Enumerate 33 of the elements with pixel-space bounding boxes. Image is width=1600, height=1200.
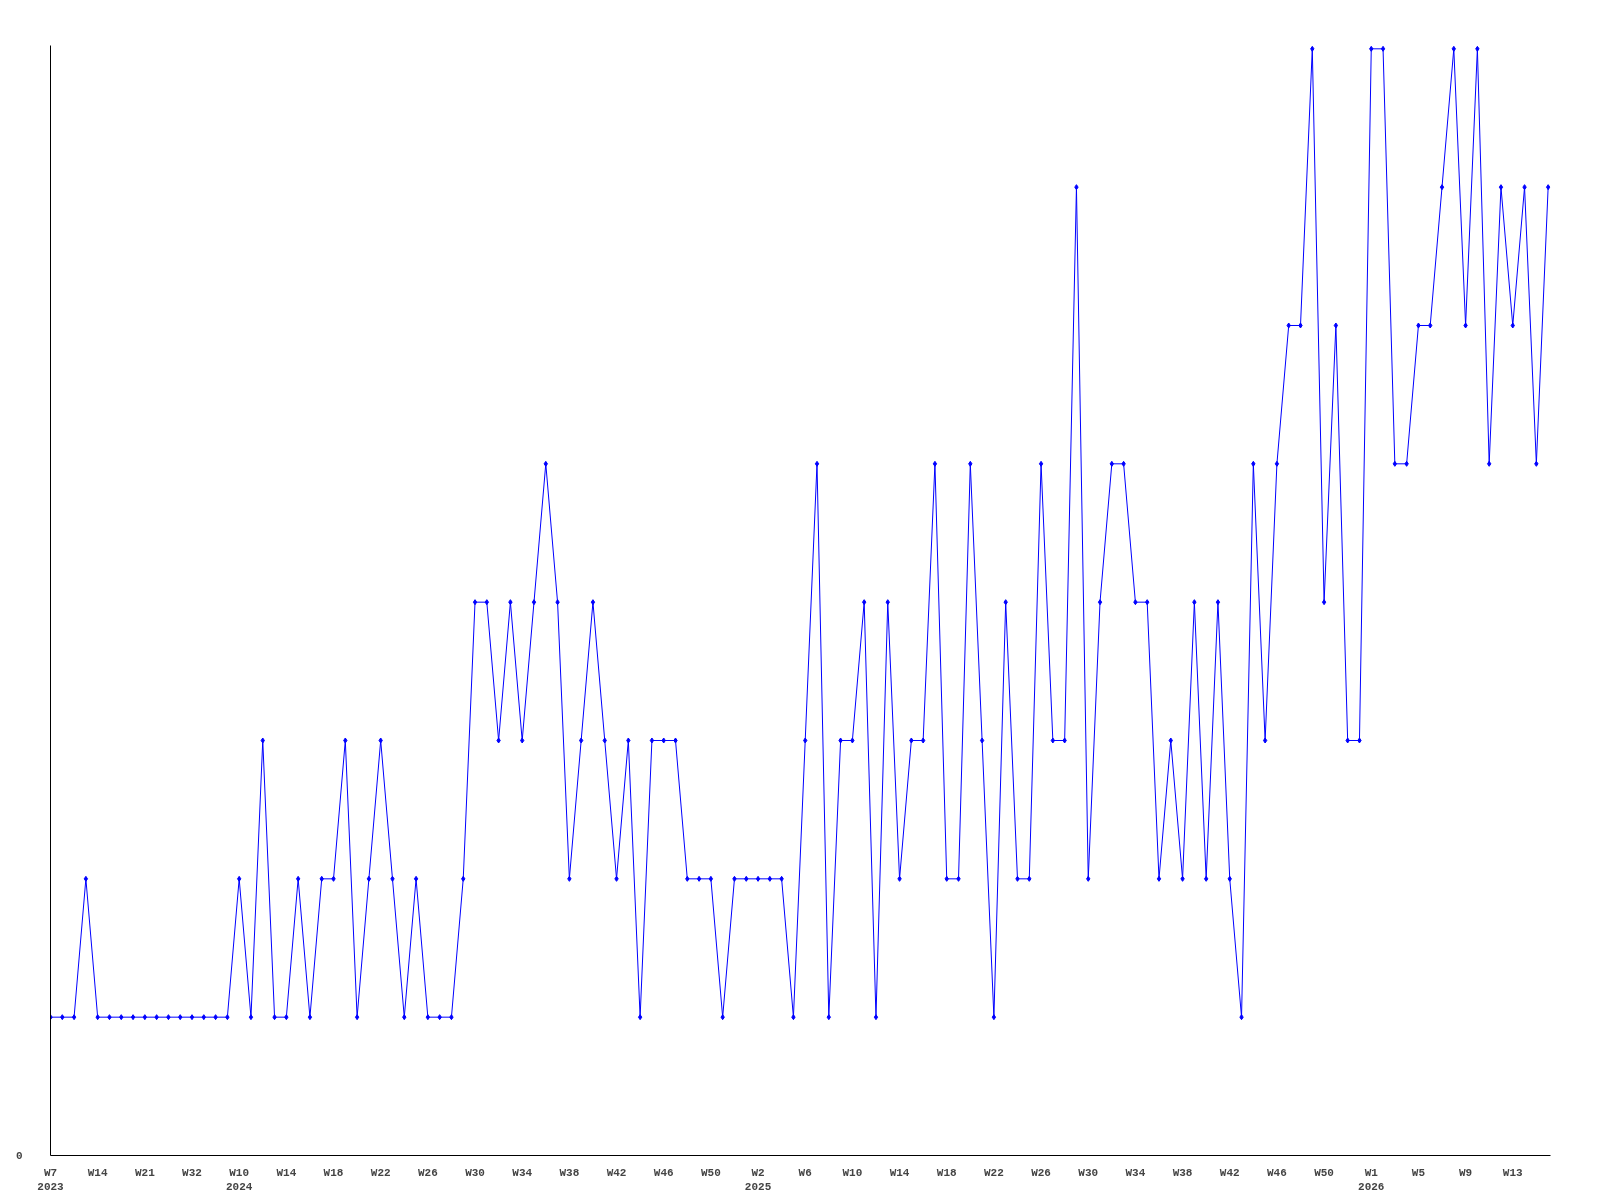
- x-tick-label: W2 2025: [744, 1166, 772, 1193]
- x-tick-label: W14: [276, 1166, 297, 1179]
- x-tick-label: W14: [87, 1166, 108, 1179]
- text: 0: [15, 1150, 23, 1162]
- x-tick-label: W13: [1502, 1166, 1524, 1179]
- x-tick-label: W46: [653, 1166, 674, 1179]
- x-tick-label: W9: [1458, 1166, 1473, 1179]
- x-tick-label: W5: [1411, 1166, 1426, 1179]
- x-tick-label: W18: [323, 1166, 344, 1179]
- x-tick-label: W18: [936, 1166, 958, 1179]
- x-tick-label: W34: [1125, 1166, 1146, 1179]
- x-tick-label: W38: [559, 1166, 580, 1179]
- x-tick-label: W42: [1219, 1166, 1240, 1179]
- x-tick-label: W26: [1031, 1166, 1051, 1179]
- x-tick-label: W22: [983, 1166, 1004, 1179]
- x-tick-label: W10: [842, 1166, 863, 1179]
- x-tick-label: W50: [700, 1166, 721, 1179]
- x-tick-label: W10 2024: [225, 1166, 253, 1193]
- x-tick-label: W1 2026: [1358, 1166, 1385, 1193]
- x-tick-label: W50: [1314, 1166, 1334, 1179]
- x-tick-label: W38: [1172, 1166, 1193, 1179]
- x-tick-label: W42: [606, 1166, 627, 1179]
- x-tick-label: W32: [182, 1166, 202, 1179]
- x-tick-label: W22: [370, 1166, 391, 1179]
- x-tick-label: W6: [798, 1166, 812, 1179]
- x-tick-label: W7 2023: [37, 1166, 65, 1193]
- x-tick-label: W21: [134, 1166, 156, 1179]
- x-tick-label: W30: [1078, 1166, 1099, 1179]
- x-tick-label: W30: [465, 1166, 485, 1179]
- x-tick-label: W34: [512, 1166, 533, 1179]
- x-tick-label: W26: [417, 1166, 438, 1179]
- x-tick-label: W46: [1267, 1166, 1287, 1179]
- x-tick-label: W14: [889, 1166, 910, 1179]
